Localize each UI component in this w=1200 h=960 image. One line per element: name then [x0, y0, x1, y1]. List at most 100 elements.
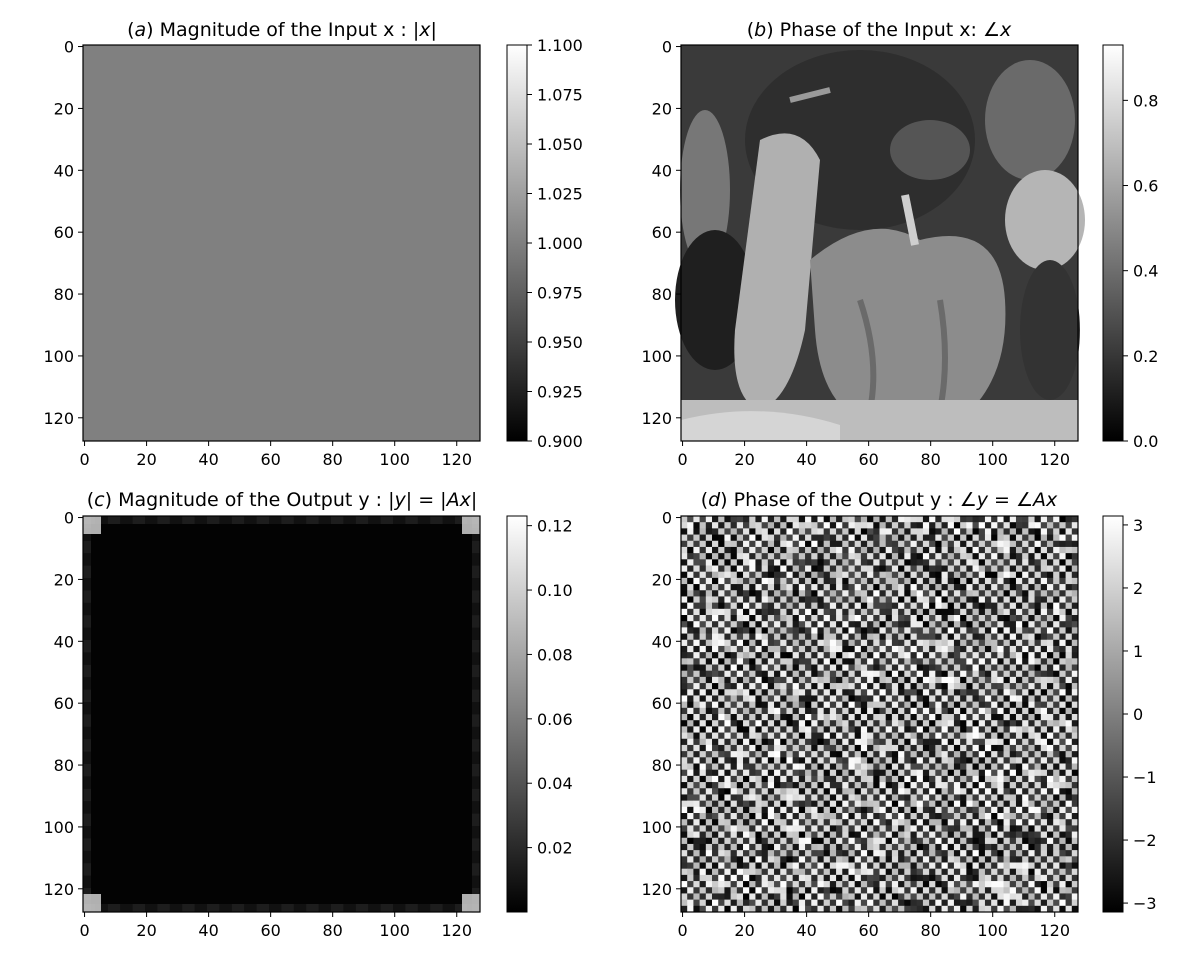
panel-c-title: (c) Magnitude of the Output y : |y| = |A… — [87, 489, 477, 511]
y-tick-label: 40 — [54, 632, 74, 651]
panel-b: (b) Phase of the Input x: ∠x 0 20 40 60 80 10… — [641, 19, 1158, 469]
panel-d-colorbar-ticks: 3 2 1 0 −1 −2 −3 — [1123, 516, 1157, 913]
panel-d: (d) Phase of the Output y : ∠y = ∠Ax 0 20… — [641, 489, 1156, 940]
panel-b-colorbar-ticks: 0.8 0.6 0.4 0.2 0.0 — [1123, 91, 1158, 451]
x-tick-label: 80 — [920, 921, 940, 940]
colorbar-tick-label: −1 — [1133, 768, 1157, 787]
colorbar-tick-label: 0.4 — [1133, 262, 1158, 281]
colorbar-tick-label: 1.075 — [537, 86, 583, 105]
colorbar-tick-label: 1.000 — [537, 234, 583, 253]
x-tick-label: 60 — [260, 450, 280, 469]
y-tick-label: 0 — [662, 38, 672, 57]
panel-d-frame — [680, 515, 1079, 913]
panel-a-colorbar-ticks: 1.100 1.075 1.050 1.025 1.000 0.975 0.950 0.925… — [527, 36, 583, 451]
y-tick-label: 60 — [652, 694, 672, 713]
panel-c-frame — [82, 515, 481, 913]
colorbar-tick-label: 0.12 — [537, 517, 573, 536]
panel-b-title: (b) Phase of the Input x: ∠x — [747, 19, 1012, 41]
y-tick-label: 60 — [54, 223, 74, 242]
y-tick-label: 80 — [652, 285, 672, 304]
colorbar-tick-label: 0.08 — [537, 645, 573, 664]
panel-d-image — [681, 516, 1079, 913]
panel-a: (a) Magnitude of the Input x : |x| 0 20 40… — [43, 19, 582, 469]
x-tick-label: 120 — [1039, 921, 1070, 940]
panel-b-image — [675, 45, 1085, 441]
x-tick-label: 120 — [441, 450, 472, 469]
colorbar-tick-label: 3 — [1133, 516, 1143, 535]
y-tick-label: 0 — [662, 509, 672, 528]
y-tick-label: 100 — [43, 818, 74, 837]
x-tick-label: 0 — [79, 921, 89, 940]
colorbar-tick-label: 0.2 — [1133, 347, 1158, 366]
panel-c-x-ticks: 0 20 40 60 80 100 120 — [79, 912, 472, 940]
x-tick-label: 100 — [977, 450, 1008, 469]
colorbar-tick-label: 0.6 — [1133, 177, 1158, 196]
y-tick-label: 20 — [54, 99, 74, 118]
x-tick-label: 80 — [322, 450, 342, 469]
colorbar-tick-label: 0.0 — [1133, 432, 1158, 451]
x-tick-label: 100 — [379, 921, 410, 940]
panel-d-colorbar — [1102, 515, 1124, 913]
colorbar-tick-label: 1.025 — [537, 185, 583, 204]
colorbar-tick-label: 1.050 — [537, 135, 583, 154]
x-tick-label: 60 — [858, 450, 878, 469]
x-tick-label: 40 — [796, 450, 816, 469]
x-tick-label: 0 — [677, 921, 687, 940]
y-tick-label: 0 — [64, 38, 74, 57]
panel-a-title: (a) Magnitude of the Input x : |x| — [127, 19, 437, 41]
panel-a-x-ticks: 0 20 40 60 80 100 120 — [79, 441, 472, 469]
colorbar-tick-label: 1.100 — [537, 36, 583, 55]
colorbar-tick-label: 0.04 — [537, 774, 573, 793]
y-tick-label: 100 — [641, 347, 672, 366]
panel-a-frame — [82, 44, 481, 442]
x-tick-label: 60 — [858, 921, 878, 940]
panel-b-colorbar — [1102, 44, 1124, 442]
y-tick-label: 80 — [652, 756, 672, 775]
y-tick-label: 60 — [652, 223, 672, 242]
colorbar-tick-label: 0.950 — [537, 333, 583, 352]
colorbar-tick-label: 2 — [1133, 579, 1143, 598]
y-tick-label: 0 — [64, 509, 74, 528]
panel-c: (c) Magnitude of the Output y : |y| = |A… — [43, 489, 572, 940]
y-tick-label: 120 — [43, 880, 74, 899]
y-tick-label: 100 — [43, 347, 74, 366]
x-tick-label: 120 — [1039, 450, 1070, 469]
x-tick-label: 20 — [136, 450, 156, 469]
panel-d-y-ticks: 0 20 40 60 80 100 120 — [641, 509, 681, 899]
colorbar-tick-label: 0.900 — [537, 432, 583, 451]
y-tick-label: 60 — [54, 694, 74, 713]
panel-c-colorbar-ticks: 0.12 0.10 0.08 0.06 0.04 0.02 — [527, 517, 573, 858]
x-tick-label: 0 — [79, 450, 89, 469]
panel-c-image — [83, 516, 480, 913]
panel-b-y-ticks: 0 20 40 60 80 100 120 — [641, 38, 681, 428]
panel-d-x-ticks: 0 20 40 60 80 100 120 — [677, 912, 1070, 940]
colorbar-tick-label: 0.925 — [537, 383, 583, 402]
colorbar-tick-label: 0.10 — [537, 581, 573, 600]
x-tick-label: 40 — [198, 450, 218, 469]
y-tick-label: 20 — [652, 99, 672, 118]
panel-b-x-ticks: 0 20 40 60 80 100 120 — [677, 441, 1070, 469]
x-tick-label: 100 — [379, 450, 410, 469]
x-tick-label: 120 — [441, 921, 472, 940]
y-tick-label: 80 — [54, 285, 74, 304]
colorbar-tick-label: 0.975 — [537, 284, 583, 303]
y-tick-label: 20 — [652, 570, 672, 589]
y-tick-label: 120 — [641, 409, 672, 428]
colorbar-tick-label: −3 — [1133, 894, 1157, 913]
x-tick-label: 80 — [920, 450, 940, 469]
y-tick-label: 40 — [54, 161, 74, 180]
colorbar-tick-label: 0.06 — [537, 710, 573, 729]
y-tick-label: 20 — [54, 570, 74, 589]
x-tick-label: 60 — [260, 921, 280, 940]
y-tick-label: 120 — [43, 409, 74, 428]
y-tick-label: 80 — [54, 756, 74, 775]
y-tick-label: 40 — [652, 632, 672, 651]
panel-a-colorbar — [506, 44, 528, 442]
y-tick-label: 100 — [641, 818, 672, 837]
colorbar-tick-label: 0 — [1133, 705, 1143, 724]
panel-a-y-ticks: 0 20 40 60 80 100 120 — [43, 38, 83, 428]
panel-d-title: (d) Phase of the Output y : ∠y = ∠Ax — [701, 489, 1058, 511]
x-tick-label: 0 — [677, 450, 687, 469]
panel-b-frame — [680, 44, 1079, 442]
